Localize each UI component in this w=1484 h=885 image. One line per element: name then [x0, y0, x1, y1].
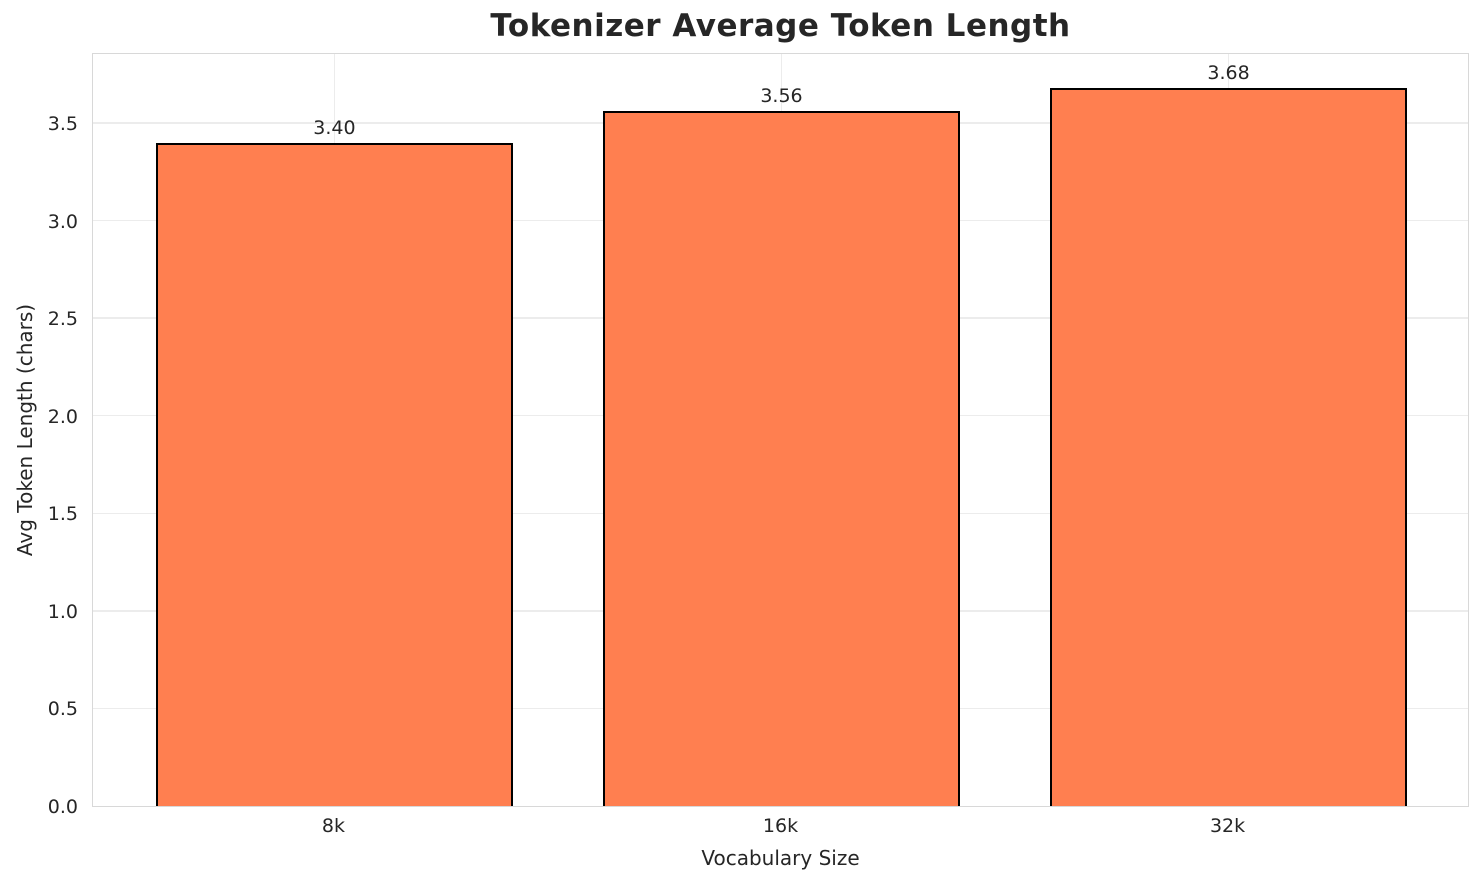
x-tick-label: 8k: [321, 815, 345, 837]
bar-value-label: 3.68: [1207, 61, 1250, 84]
x-axis-label: Vocabulary Size: [701, 846, 860, 870]
bar-value-label: 3.40: [313, 116, 356, 139]
y-tick-label: 1.0: [47, 600, 78, 623]
bar-8k: [155, 142, 514, 806]
y-tick-label: 0.0: [47, 796, 78, 818]
y-tick-label: 1.5: [47, 503, 78, 526]
y-tick-label: 0.5: [47, 698, 78, 721]
y-axis-label: Avg Token Length (chars): [13, 303, 37, 557]
plot-area: 3.40 3.56 3.68: [92, 53, 1469, 807]
chart-title: Tokenizer Average Token Length: [490, 8, 1071, 44]
x-tick-label: 16k: [762, 815, 799, 837]
bar-16k: [602, 111, 961, 806]
y-tick-label: 2.5: [47, 308, 78, 331]
bar-32k: [1049, 87, 1408, 806]
y-tick-label: 2.0: [47, 405, 78, 428]
bar-value-label: 3.56: [760, 85, 803, 108]
y-tick-label: 3.5: [47, 113, 78, 136]
y-tick-label: 3.0: [47, 210, 78, 233]
x-tick-label: 32k: [1209, 815, 1246, 837]
